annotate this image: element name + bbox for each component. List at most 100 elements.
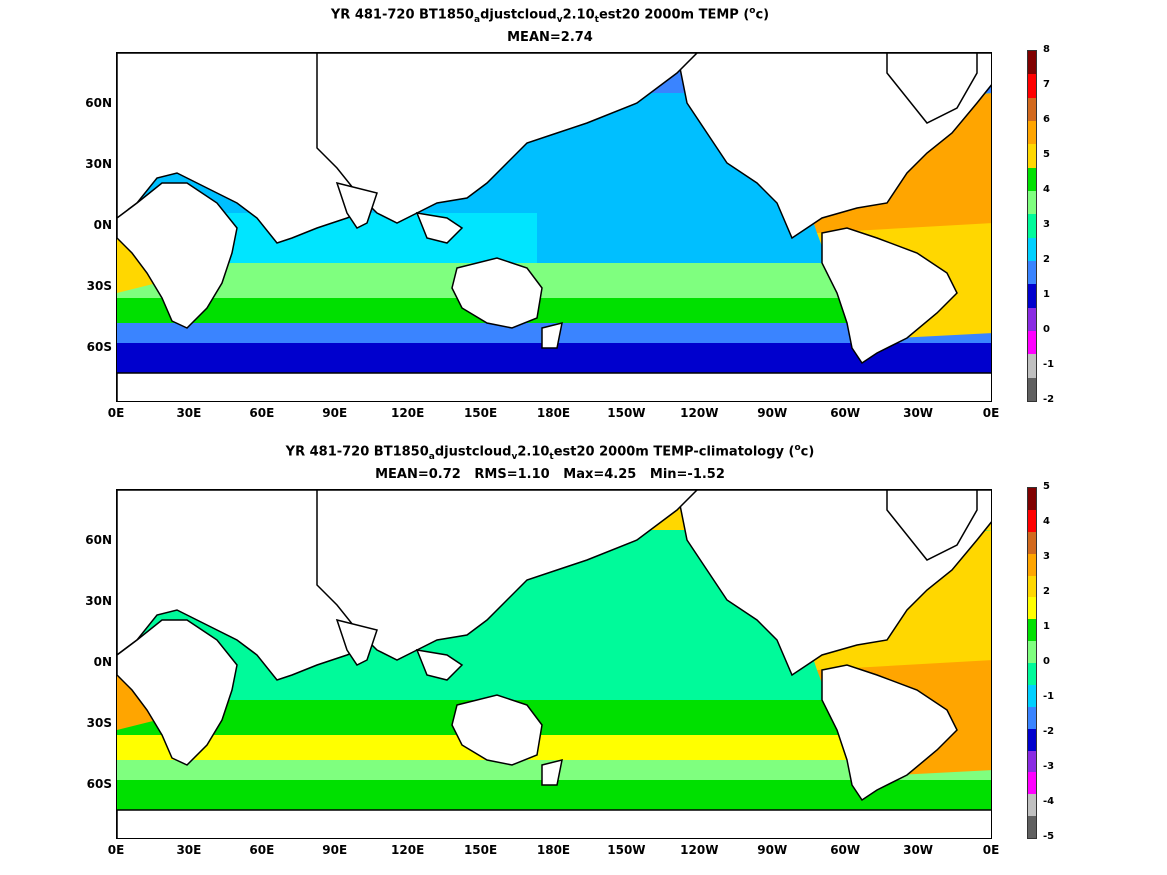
x-tick-label: 0E	[107, 843, 125, 857]
landmass-antarctica	[117, 809, 991, 838]
colorbar-segment	[1028, 488, 1036, 510]
colorbar-tick-label: -4	[1043, 796, 1055, 807]
x-tick-label: 0E	[982, 843, 1000, 857]
colorbar-tick-label: 1	[1043, 289, 1050, 300]
colorbar-segment	[1028, 144, 1036, 168]
panel-stats: MEAN=0.72 RMS=1.10 Max=4.25 Min=-1.52	[375, 467, 725, 482]
colorbar-tick-label: -5	[1043, 831, 1055, 842]
colorbar-segment	[1028, 167, 1036, 191]
colorbar-segment	[1028, 74, 1036, 98]
x-tick-label: 150E	[463, 843, 498, 857]
colorbar-tick-label: 0	[1043, 324, 1050, 335]
colorbar-segment	[1028, 684, 1036, 707]
colorbar-segment	[1028, 641, 1036, 663]
panel-stats: MEAN=2.74	[507, 30, 593, 45]
colorbar-segment	[1028, 330, 1036, 355]
colorbar-segment	[1028, 663, 1036, 685]
landmass-greenland	[886, 490, 978, 561]
colorbar-segment	[1028, 377, 1036, 401]
x-tick-label: 180E	[536, 406, 571, 420]
colorbar-tick-label: -1	[1043, 359, 1055, 370]
landmass-nz	[541, 321, 563, 349]
x-tick-label: 150E	[463, 406, 498, 420]
x-tick-label: 90W	[757, 406, 788, 420]
x-tick-label: 150W	[607, 406, 646, 420]
x-tick-label: 120E	[391, 406, 425, 420]
colorbar-tick-label: 1	[1043, 621, 1050, 632]
landmass-antarctica	[117, 372, 991, 401]
colorbar-segment	[1028, 190, 1036, 215]
colorbar-tick-label: 6	[1043, 114, 1050, 125]
colorbar-segment	[1028, 354, 1036, 378]
landmass-seAsia	[415, 649, 464, 681]
y-tick-label: 30S	[86, 716, 112, 730]
landmass-africa	[117, 619, 238, 766]
colorbar-tick-label: -1	[1043, 691, 1055, 702]
landmass-americaS	[821, 664, 958, 802]
x-tick-label: 0E	[107, 406, 125, 420]
x-tick-label: 0E	[982, 406, 1000, 420]
y-tick-label: 60S	[86, 777, 112, 791]
x-tick-label: 180E	[536, 843, 571, 857]
x-tick-label: 90W	[757, 843, 788, 857]
colorbar-segment	[1028, 728, 1036, 751]
colorbar-tick-label: 5	[1043, 149, 1050, 160]
colorbar-tick-label: 7	[1043, 79, 1050, 90]
y-tick-label: 60S	[86, 340, 112, 354]
x-tick-label: 30W	[903, 843, 934, 857]
colorbar-tick-label: -2	[1043, 726, 1055, 737]
x-tick-label: 90E	[322, 406, 348, 420]
x-tick-label: 60W	[830, 406, 861, 420]
x-tick-label: 30E	[176, 406, 202, 420]
y-tick-label: 30N	[85, 594, 112, 608]
colorbar	[1027, 50, 1037, 402]
colorbar-tick-label: 3	[1043, 219, 1050, 230]
y-tick-label: 60N	[85, 533, 112, 547]
x-tick-label: 120W	[680, 406, 719, 420]
colorbar-segment	[1028, 553, 1036, 576]
y-tick-label: 60N	[85, 96, 112, 110]
colorbar-tick-label: 2	[1043, 586, 1050, 597]
colorbar-segment	[1028, 284, 1036, 308]
colorbar-segment	[1028, 307, 1036, 331]
y-tick-label: 0N	[93, 218, 112, 232]
colorbar-tick-label: 8	[1043, 44, 1050, 55]
x-tick-label: 60E	[249, 843, 275, 857]
colorbar-segment	[1028, 794, 1036, 817]
y-tick-label: 30S	[86, 279, 112, 293]
colorbar-segment	[1028, 597, 1036, 620]
colorbar-segment	[1028, 237, 1036, 261]
colorbar-segment	[1028, 214, 1036, 238]
landmass-india	[335, 618, 378, 666]
y-tick-label: 0N	[93, 655, 112, 669]
x-tick-label: 30E	[176, 843, 202, 857]
landmass-nz	[541, 758, 563, 786]
x-tick-label: 60W	[830, 843, 861, 857]
colorbar-segment	[1028, 97, 1036, 121]
colorbar-segment	[1028, 750, 1036, 773]
landmass-americaS	[821, 227, 958, 365]
colorbar-segment	[1028, 51, 1036, 75]
y-tick-label: 30N	[85, 157, 112, 171]
x-tick-label: 120E	[391, 843, 425, 857]
colorbar-tick-label: 0	[1043, 656, 1050, 667]
colorbar-segment	[1028, 706, 1036, 729]
map-plot	[116, 52, 992, 402]
x-tick-label: 120W	[680, 843, 719, 857]
colorbar-segment	[1028, 575, 1036, 598]
colorbar-segment	[1028, 619, 1036, 642]
colorbar-segment	[1028, 120, 1036, 145]
x-tick-label: 30W	[903, 406, 934, 420]
colorbar-segment	[1028, 260, 1036, 285]
panel-title: YR 481-720 BT1850adjustcloudv2.10test20 …	[285, 443, 815, 462]
landmass-australia	[451, 257, 543, 329]
colorbar-tick-label: 4	[1043, 516, 1050, 527]
landmass-australia	[451, 694, 543, 766]
landmass-seAsia	[415, 212, 464, 244]
landmass-greenland	[886, 53, 978, 124]
colorbar-segment	[1028, 772, 1036, 795]
landmass-india	[335, 181, 378, 229]
map-plot	[116, 489, 992, 839]
x-tick-label: 60E	[249, 406, 275, 420]
colorbar-segment	[1028, 509, 1036, 532]
